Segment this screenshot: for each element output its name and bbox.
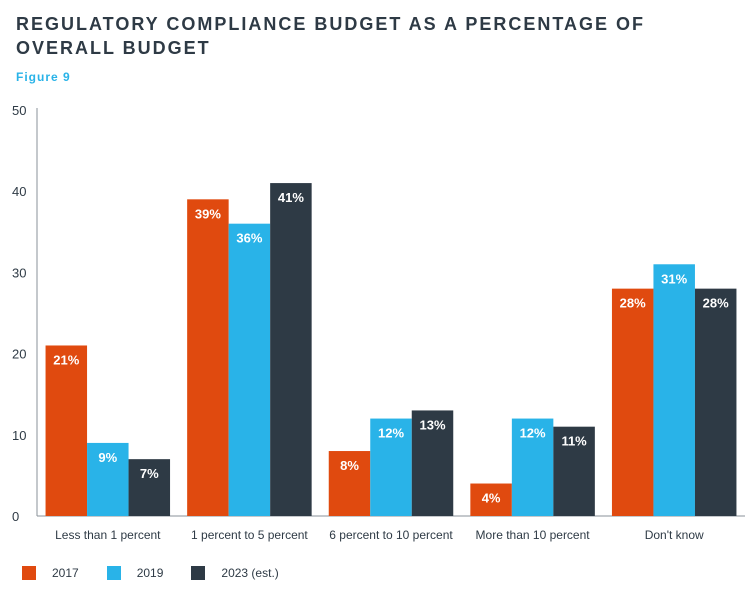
bar-2023est-3: [553, 426, 595, 516]
y-tick-label-20: 20: [12, 347, 26, 362]
y-tick-label-40: 40: [12, 184, 26, 199]
legend-item-2023: 2023 (est.): [191, 566, 279, 580]
bar-label-2017-4: 28%: [620, 296, 646, 311]
bar-label-2017-3: 4%: [482, 491, 501, 506]
y-tick-label-10: 10: [12, 428, 26, 443]
bar-label-2023est-4: 28%: [703, 296, 729, 311]
bar-label-2023est-2: 13%: [419, 417, 445, 432]
legend-swatch-2017: [22, 566, 36, 580]
legend-swatch-2019: [106, 566, 121, 580]
y-tick-label-30: 30: [12, 265, 26, 280]
x-tick-label-1: 1 percent to 5 percent: [191, 528, 308, 542]
legend-label-2019: 2019: [136, 566, 164, 580]
bar-2017-4: [611, 288, 654, 516]
bar-2023est-0: [128, 459, 171, 516]
x-tick-label-3: More than 10 percent: [476, 528, 591, 542]
bar-2023est-1: [270, 183, 312, 516]
figure-label: Figure 9: [16, 70, 71, 84]
bar-2019-2: [370, 418, 412, 516]
bar-label-2019-1: 36%: [236, 231, 262, 246]
bar-label-2023est-3: 11%: [561, 434, 587, 449]
bar-2019-4: [653, 264, 695, 516]
legend-label-2017: 2017: [52, 566, 79, 580]
x-tick-label-0: Less than 1 percent: [55, 528, 161, 542]
legend-item-2017: 2017: [22, 566, 79, 580]
bar-2017-2: [328, 451, 371, 516]
bar-2023est-2: [411, 410, 454, 516]
legend-item-2019: 2019: [106, 566, 164, 580]
bar-2017-1: [187, 199, 229, 516]
bar-label-2017-2: 8%: [340, 458, 359, 473]
legend-swatch-2023: [191, 566, 206, 580]
bar-label-2023est-0: 7%: [140, 466, 159, 481]
bar-2019-1: [228, 223, 271, 516]
x-tick-label-4: Don't know: [645, 528, 704, 542]
chart-title: REGULATORY COMPLIANCE BUDGET AS A PERCEN…: [16, 14, 646, 58]
y-tick-label-50: 50: [12, 103, 26, 118]
bar-label-2017-0: 21%: [53, 352, 79, 367]
bar-label-2017-1: 39%: [195, 206, 221, 221]
bar-label-2019-4: 31%: [661, 271, 687, 286]
legend: 2017 2019 2023 (est.): [22, 566, 307, 580]
y-tick-label-0: 0: [12, 509, 19, 524]
bar-label-2019-3: 12%: [520, 426, 546, 441]
bar-2017-0: [45, 345, 88, 516]
bar-2019-0: [87, 442, 129, 516]
x-tick-label-2: 6 percent to 10 percent: [329, 528, 453, 542]
bar-2017-3: [470, 483, 512, 516]
bar-label-2023est-1: 41%: [278, 190, 304, 205]
bar-2023est-4: [694, 288, 737, 516]
legend-label-2023: 2023 (est.): [221, 566, 279, 580]
bar-label-2019-0: 9%: [98, 450, 117, 465]
bar-label-2019-2: 12%: [378, 426, 404, 441]
bar-2019-3: [511, 418, 554, 516]
